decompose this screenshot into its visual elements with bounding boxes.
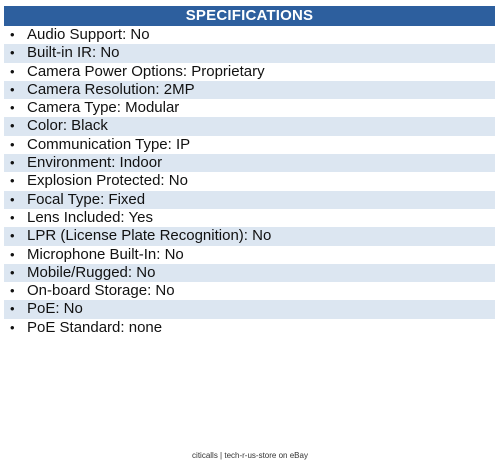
spec-text: Lens Included: Yes [27, 208, 153, 226]
bullet-icon: • [10, 283, 15, 299]
spec-text: LPR (License Plate Recognition): No [27, 227, 272, 245]
list-item: • Explosion Protected: No [4, 172, 495, 190]
spec-text: Explosion Protected: No [27, 172, 188, 190]
bullet-icon: • [10, 173, 15, 189]
list-item: • PoE Standard: none [4, 319, 495, 337]
spec-text: Microphone Built-In: No [27, 245, 184, 263]
list-item: • LPR (License Plate Recognition): No [4, 227, 495, 246]
list-item: • Microphone Built-In: No [4, 246, 495, 264]
bullet-icon: • [10, 100, 15, 116]
spec-text: Camera Power Options: Proprietary [27, 62, 265, 80]
spec-text: On-board Storage: No [27, 282, 175, 300]
specifications-panel: SPECIFICATIONS • Audio Support: No • Built… [4, 6, 495, 337]
list-item: • Camera Resolution: 2MP [4, 80, 495, 100]
list-item: • Audio Support: No [4, 26, 495, 44]
list-item: • Lens Included: Yes [4, 209, 495, 227]
spec-text: Built-in IR: No [27, 44, 120, 62]
bullet-icon: • [10, 118, 15, 134]
list-item: • PoE: No [4, 300, 495, 319]
footer-credit: citicalls | tech-r-us-store on eBay [192, 451, 308, 460]
bullet-icon: • [10, 319, 15, 335]
spec-text: PoE Standard: none [27, 318, 163, 336]
list-item: • Built-in IR: No [4, 44, 495, 63]
list-item: • Environment: Indoor [4, 154, 495, 173]
bullet-icon: • [10, 63, 15, 79]
list-item: • Camera Power Options: Proprietary [4, 63, 495, 81]
spec-text: PoE: No [27, 300, 83, 318]
list-item: • Color: Black [4, 117, 495, 136]
bullet-icon: • [10, 301, 15, 317]
list-item: • Communication Type: IP [4, 136, 495, 154]
spec-text: Environment: Indoor [27, 154, 163, 172]
spec-text: Focal Type: Fixed [27, 190, 146, 208]
spec-text: Audio Support: No [27, 26, 150, 43]
spec-list: • Audio Support: No • Built-in IR: No • Cam… [4, 26, 495, 337]
list-item: • Mobile/Rugged: No [4, 263, 495, 283]
bullet-icon: • [10, 27, 15, 42]
bullet-icon: • [10, 209, 15, 225]
bullet-icon: • [10, 81, 15, 97]
bullet-icon: • [10, 191, 15, 207]
bullet-icon: • [10, 136, 15, 152]
spec-text: Communication Type: IP [27, 135, 191, 153]
bullet-icon: • [10, 246, 15, 262]
spec-text: Color: Black [27, 117, 108, 135]
list-item: • Camera Type: Modular [4, 99, 495, 117]
bullet-icon: • [10, 155, 15, 171]
spec-text: Mobile/Rugged: No [27, 263, 156, 281]
list-item: • Focal Type: Fixed [4, 190, 495, 209]
list-item: • On-board Storage: No [4, 282, 495, 300]
spec-text: Camera Type: Modular [27, 99, 180, 117]
specifications-header: SPECIFICATIONS [4, 6, 495, 26]
bullet-icon: • [10, 264, 15, 280]
spec-text: Camera Resolution: 2MP [27, 80, 195, 98]
bullet-icon: • [10, 45, 15, 61]
bullet-icon: • [10, 228, 15, 244]
